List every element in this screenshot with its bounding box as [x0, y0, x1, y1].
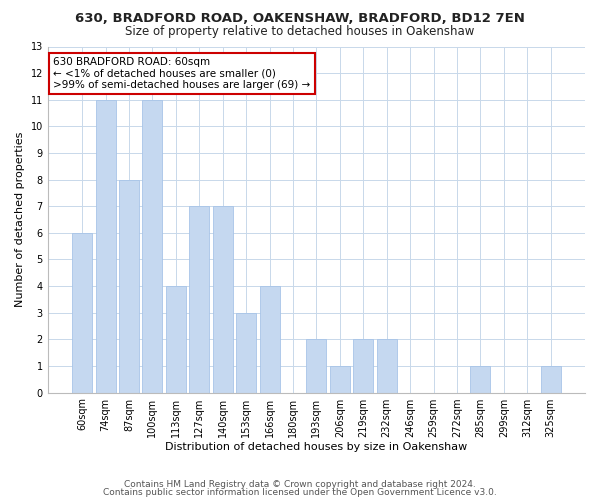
- Bar: [541, 366, 560, 392]
- Bar: [236, 312, 256, 392]
- Bar: [119, 180, 139, 392]
- Bar: [260, 286, 280, 393]
- X-axis label: Distribution of detached houses by size in Oakenshaw: Distribution of detached houses by size …: [165, 442, 467, 452]
- Bar: [377, 340, 397, 392]
- Bar: [95, 100, 116, 393]
- Bar: [72, 233, 92, 392]
- Bar: [307, 340, 326, 392]
- Bar: [330, 366, 350, 392]
- Text: Contains HM Land Registry data © Crown copyright and database right 2024.: Contains HM Land Registry data © Crown c…: [124, 480, 476, 489]
- Text: Contains public sector information licensed under the Open Government Licence v3: Contains public sector information licen…: [103, 488, 497, 497]
- Text: 630 BRADFORD ROAD: 60sqm
← <1% of detached houses are smaller (0)
>99% of semi-d: 630 BRADFORD ROAD: 60sqm ← <1% of detach…: [53, 57, 310, 90]
- Text: Size of property relative to detached houses in Oakenshaw: Size of property relative to detached ho…: [125, 25, 475, 38]
- Y-axis label: Number of detached properties: Number of detached properties: [15, 132, 25, 307]
- Bar: [190, 206, 209, 392]
- Bar: [166, 286, 186, 393]
- Bar: [142, 100, 163, 393]
- Bar: [470, 366, 490, 392]
- Text: 630, BRADFORD ROAD, OAKENSHAW, BRADFORD, BD12 7EN: 630, BRADFORD ROAD, OAKENSHAW, BRADFORD,…: [75, 12, 525, 26]
- Bar: [213, 206, 233, 392]
- Bar: [353, 340, 373, 392]
